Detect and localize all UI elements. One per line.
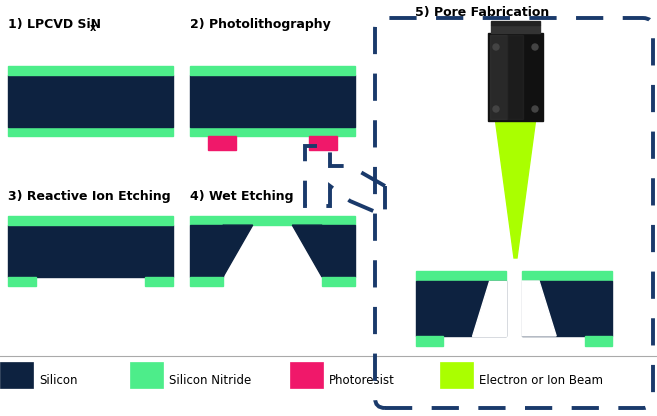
Polygon shape — [472, 281, 506, 336]
Bar — [322, 277, 355, 286]
Bar — [416, 336, 443, 346]
Text: 4) Wet Etching: 4) Wet Etching — [190, 190, 294, 203]
Bar — [416, 281, 506, 336]
Polygon shape — [495, 121, 535, 258]
Bar — [490, 35, 507, 119]
Bar — [416, 271, 506, 281]
Bar — [491, 25, 540, 33]
Bar — [8, 277, 36, 286]
Bar — [190, 75, 355, 127]
Text: Silicon Nitride: Silicon Nitride — [169, 374, 251, 386]
Bar — [440, 362, 473, 388]
Text: Silicon: Silicon — [39, 374, 78, 386]
Bar — [190, 277, 223, 286]
Bar — [130, 362, 163, 388]
Text: 1) LPCVD SiN: 1) LPCVD SiN — [8, 18, 101, 31]
Circle shape — [493, 106, 499, 112]
Bar — [488, 33, 543, 121]
Circle shape — [493, 44, 499, 50]
Text: 2) Photolithography: 2) Photolithography — [190, 18, 330, 31]
Bar — [309, 136, 337, 150]
Bar — [190, 225, 223, 277]
Text: x: x — [90, 23, 96, 33]
Text: 5) Pore Fabrication: 5) Pore Fabrication — [415, 6, 549, 19]
Bar — [145, 277, 173, 286]
Text: Photoresist: Photoresist — [329, 374, 395, 386]
Bar — [208, 136, 236, 150]
Bar — [190, 216, 355, 225]
Bar — [8, 75, 173, 127]
Bar — [8, 216, 173, 225]
Bar — [507, 35, 523, 119]
Polygon shape — [522, 281, 556, 336]
Bar — [190, 66, 355, 75]
Bar — [190, 127, 355, 136]
Bar — [522, 271, 612, 281]
Bar — [322, 225, 355, 277]
Bar — [0, 362, 33, 388]
Circle shape — [532, 44, 538, 50]
Bar — [8, 127, 173, 136]
Bar — [491, 21, 540, 25]
Polygon shape — [223, 225, 253, 277]
Bar — [290, 362, 323, 388]
Polygon shape — [292, 225, 322, 277]
Bar — [585, 336, 612, 346]
Circle shape — [532, 106, 538, 112]
Bar — [8, 66, 173, 75]
Bar — [8, 225, 173, 277]
Text: 3) Reactive Ion Etching: 3) Reactive Ion Etching — [8, 190, 171, 203]
Text: Electron or Ion Beam: Electron or Ion Beam — [479, 374, 603, 386]
Bar — [522, 281, 612, 336]
